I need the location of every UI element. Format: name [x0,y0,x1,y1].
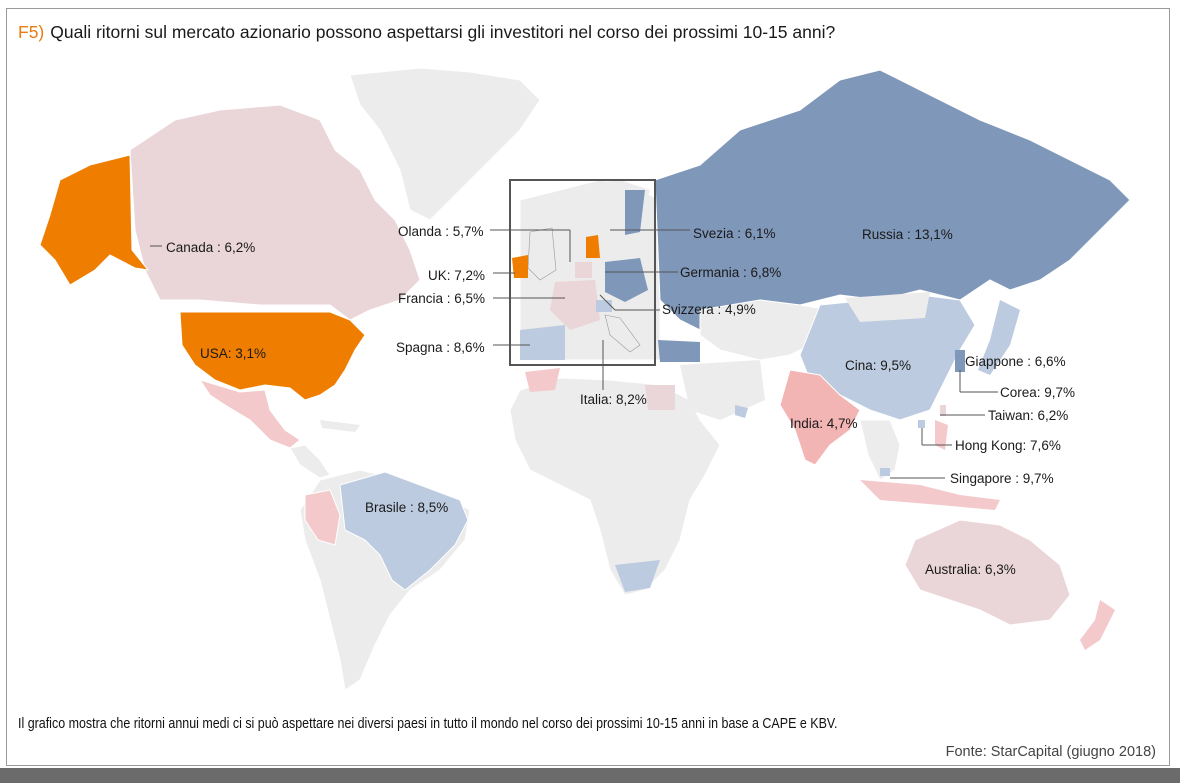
label-canada: Canada : 6,2% [166,240,255,255]
region-philippines [935,420,948,450]
region-brazil [339,471,469,591]
figure-title: Quali ritorni sul mercato azionario poss… [50,22,836,42]
region-italy [604,314,641,353]
region-taiwan [940,405,946,416]
label-svezia: Svezia : 6,1% [693,226,776,241]
region-hongkong [918,420,925,428]
region-north-africa [525,368,560,392]
label-italia: Italia: 8,2% [580,392,647,407]
label-giappone: Giappone : 6,6% [965,354,1066,369]
region-central-america [289,444,331,479]
label-usa: USA: 3,1% [200,346,266,361]
region-ireland [512,255,528,278]
region-australia [904,519,1071,626]
region-sweden [625,190,645,235]
bottom-bar [0,768,1180,783]
region-russia [654,69,1131,331]
region-france [550,280,600,330]
label-corea: Corea: 9,7% [1000,385,1075,400]
region-alaska [39,154,150,286]
page-title: F5) Quali ritorni sul mercato azionario p… [18,22,835,43]
region-netherlands [575,262,592,278]
region-china [799,294,976,421]
region-indonesia [860,480,1000,510]
region-singapore [880,468,890,476]
leader-lines [150,229,998,479]
label-singapore: Singapore : 9,7% [950,471,1054,486]
label-india: India: 4,7% [790,416,858,431]
region-mexico [198,379,301,449]
label-svizzera: Svizzera : 4,9% [662,302,756,317]
region-southeast-asia [859,419,901,481]
label-spagna: Spagna : 8,6% [396,340,485,355]
region-south-africa [615,560,660,592]
region-peru [304,489,341,546]
region-spain [520,325,565,360]
region-germany [605,258,648,302]
region-india [779,369,861,466]
region-korea [955,350,965,372]
region-usa [179,311,366,401]
region-japan [978,300,1020,375]
region-turkey [658,340,700,362]
region-greenland [349,67,541,221]
label-cina: Cina: 9,5% [845,358,911,373]
label-taiwan: Taiwan: 6,2% [988,408,1068,423]
region-iran-gulf [680,360,765,420]
label-uk: UK: 7,2% [428,268,485,283]
region-uk [527,227,557,281]
region-africa [509,377,721,596]
region-caribbean [320,420,360,432]
label-australia: Australia: 6,3% [925,562,1016,577]
figure-number: F5) [18,22,45,42]
region-canada [129,104,421,321]
region-gulf-state [735,405,748,418]
figure-source: Fonte: StarCapital (giugno 2018) [945,744,1156,760]
label-francia: Francia : 6,5% [398,291,485,306]
region-switzerland [596,300,612,312]
figure-caption: Il grafico mostra che ritorni annui medi… [18,716,838,732]
label-russia: Russia : 13,1% [862,227,953,242]
region-denmark [586,235,600,258]
label-brasile: Brasile : 8,5% [365,500,448,515]
label-germania: Germania : 6,8% [680,265,781,280]
region-mongolia [845,292,930,322]
label-olanda: Olanda : 5,7% [398,224,484,239]
region-egypt [645,385,675,410]
region-new-zealand [1080,600,1115,650]
label-hongkong: Hong Kong: 7,6% [955,438,1061,453]
